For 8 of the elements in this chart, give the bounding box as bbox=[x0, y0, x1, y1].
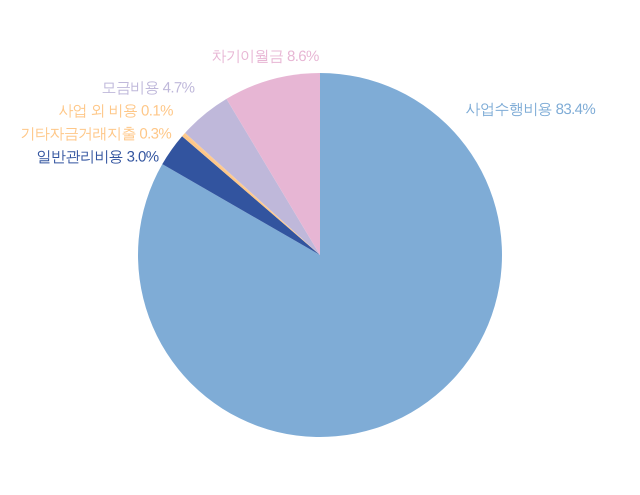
slice-label: 일반관리비용 3.0% bbox=[36, 148, 159, 166]
slice-label: 사업수행비용 83.4% bbox=[466, 100, 596, 118]
pie-slice bbox=[185, 98, 320, 255]
slice-label: 사업 외 비용 0.1% bbox=[58, 102, 174, 120]
slice-label: 기타자금거래지출 0.3% bbox=[20, 125, 172, 142]
slice-label: 모금비용 4.7% bbox=[101, 79, 195, 96]
pie-slice bbox=[226, 73, 320, 255]
slice-label: 차기이월금 8.6% bbox=[211, 48, 320, 65]
